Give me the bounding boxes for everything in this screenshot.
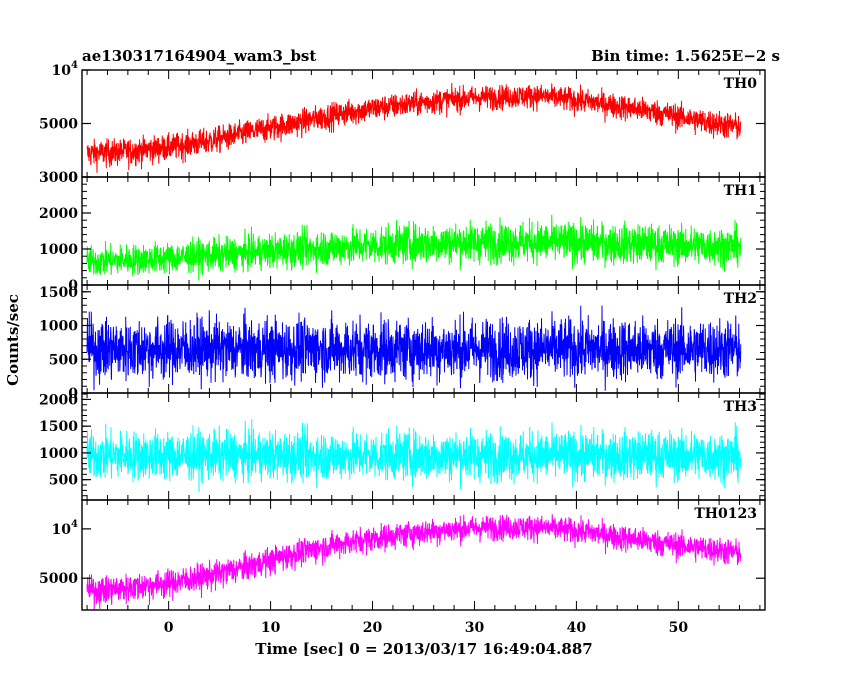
y-tick-label: 500 <box>49 352 78 368</box>
y-tick-label: 104 <box>52 519 78 538</box>
y-axis-label: Counts/sec <box>4 294 22 386</box>
x-tick-label: 40 <box>567 620 587 636</box>
y-tick-label: 5000 <box>39 117 78 133</box>
x-axis-label: Time [sec] 0 = 2013/03/17 16:49:04.887 <box>255 640 592 658</box>
series-th0123-trace <box>86 514 742 610</box>
y-tick-label: 1500 <box>39 285 78 301</box>
y-tick-label: 1000 <box>39 446 78 462</box>
x-tick-label: 30 <box>465 620 485 636</box>
y-tick-label: 5000 <box>39 571 78 587</box>
y-tick-label: 1500 <box>39 419 78 435</box>
panel-label-th2: TH2 <box>724 291 757 307</box>
y-tick-label: 500 <box>49 473 78 489</box>
x-tick-label: 50 <box>669 620 689 636</box>
y-tick-label: 0 <box>68 278 78 294</box>
panel-label-th1: TH1 <box>724 183 757 199</box>
x-tick-label: 0 <box>164 620 174 636</box>
panel-label-th0123: TH0123 <box>694 506 757 522</box>
x-tick-label: 20 <box>363 620 383 636</box>
y-tick-label: 3000 <box>39 170 78 186</box>
x-tick-label: 10 <box>261 620 281 636</box>
y-tick-label: 1000 <box>39 242 78 258</box>
y-tick-label: 104 <box>52 60 78 79</box>
panel-label-th3: TH3 <box>724 399 757 415</box>
panels: TH010450000TH10100020003000TH20500100015… <box>39 60 766 636</box>
y-tick-label: 2000 <box>39 206 78 222</box>
panel-frame-th1 <box>81 176 766 286</box>
bin-time-label: Bin time: 1.5625E−2 s <box>591 47 780 65</box>
chart-title: ae130317164904_wam3_bst <box>82 47 316 65</box>
y-tick-label: 0 <box>68 386 78 402</box>
panel-label-th0: TH0 <box>724 76 758 92</box>
y-tick-label: 2000 <box>39 392 78 408</box>
y-tick-label: 1000 <box>39 319 78 335</box>
y-tick-label: 0 <box>68 170 78 186</box>
series-th0-trace <box>86 82 742 173</box>
series-th2-trace <box>86 305 742 391</box>
series-th1-trace <box>86 214 742 281</box>
series-th3-trace <box>86 419 742 493</box>
panel-frame-th0123 <box>81 499 766 611</box>
